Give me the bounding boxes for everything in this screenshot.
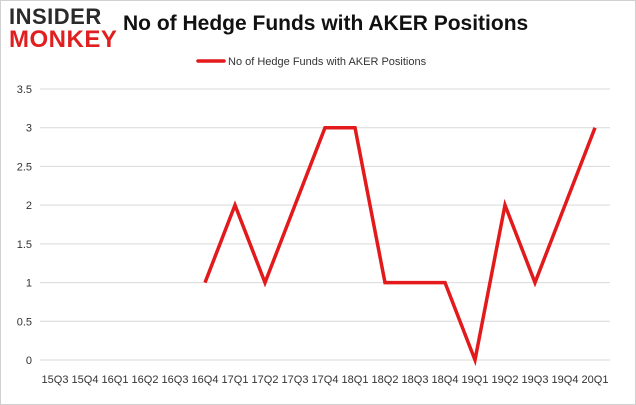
x-tick-label: 19Q1 — [462, 374, 489, 386]
x-tick-label: 15Q3 — [42, 374, 69, 386]
logo-text-bottom: MONKEY — [9, 26, 118, 53]
grid-layer — [40, 88, 610, 361]
legend: No of Hedge Funds with AKER Positions — [196, 56, 427, 68]
y-tick-label: 3 — [26, 123, 32, 135]
x-tick-label: 18Q3 — [402, 374, 429, 386]
x-tick-label: 19Q2 — [492, 374, 519, 386]
y-tick-label: 1 — [26, 278, 32, 290]
y-tick-label: 3.5 — [17, 84, 32, 96]
x-tick-label: 19Q3 — [522, 374, 549, 386]
x-tick-label: 18Q2 — [372, 374, 399, 386]
y-tick-label: 0 — [26, 355, 32, 367]
x-tick-label: 16Q2 — [132, 374, 159, 386]
y-tick-label: 1.5 — [17, 239, 32, 251]
x-tick-label: 15Q4 — [72, 374, 99, 386]
x-tick-label: 20Q1 — [582, 374, 609, 386]
y-tick-label: 2.5 — [17, 161, 32, 173]
y-tick-label: 0.5 — [17, 316, 32, 328]
legend-label: No of Hedge Funds with AKER Positions — [228, 56, 427, 68]
x-tick-label: 16Q3 — [162, 374, 189, 386]
insider-monkey-logo: INSIDER MONKEY — [9, 6, 119, 52]
x-tick-label: 16Q4 — [192, 374, 219, 386]
logo-text-top: INSIDER — [9, 4, 102, 29]
x-tick-label: 17Q3 — [282, 374, 309, 386]
series-line — [203, 125, 597, 367]
x-tick-label: 18Q4 — [432, 374, 459, 386]
x-tick-label: 18Q1 — [342, 374, 369, 386]
x-tick-label: 17Q1 — [222, 374, 249, 386]
x-tick-label: 17Q4 — [312, 374, 339, 386]
axis-layer: 0 0.5 1 1.5 2 2.5 3 3.5 15Q3 15Q4 16Q1 16Q2 16Q3 16Q4… — [17, 84, 609, 386]
series-layer — [203, 125, 597, 367]
x-tick-label: 19Q4 — [552, 374, 579, 386]
y-tick-label: 2 — [26, 200, 32, 212]
x-tick-label: 17Q2 — [252, 374, 279, 386]
chart-title: No of Hedge Funds with AKER Positions — [123, 12, 529, 35]
x-tick-label: 16Q1 — [102, 374, 129, 386]
